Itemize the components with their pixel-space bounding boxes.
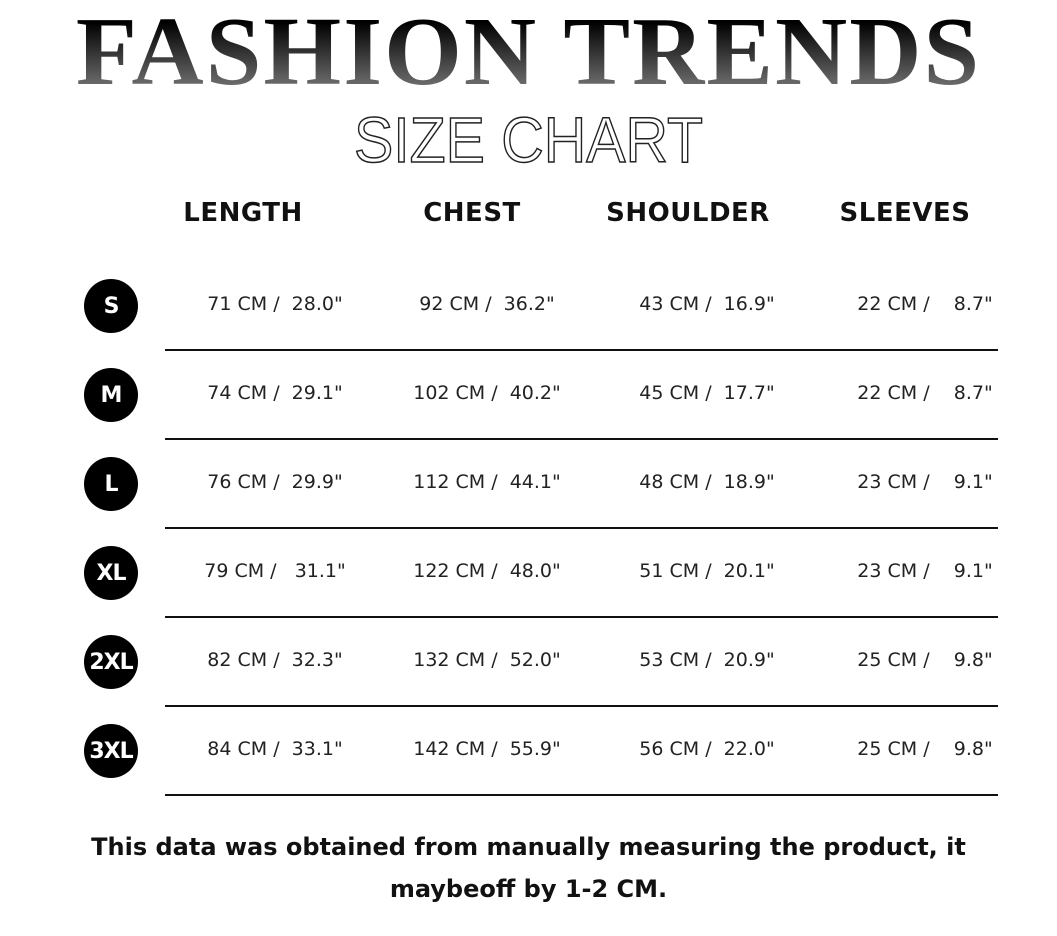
size-badge: S	[84, 279, 138, 333]
header-sleeves: SLEEVES	[839, 198, 971, 228]
size-badge: XL	[84, 546, 138, 600]
table-row: M 74 CM / 29.1" 102 CM / 40.2" 45 CM / 17.7…	[0, 350, 1057, 440]
table-cell: 23 CM / 9.1"	[857, 471, 993, 493]
table-cell: 22 CM / 8.7"	[857, 382, 993, 404]
size-badge: L	[84, 457, 138, 511]
table-cell: 51 CM / 20.1"	[639, 560, 775, 582]
row-divider	[165, 349, 998, 351]
size-badge: M	[84, 368, 138, 422]
table-cell: 142 CM / 55.9"	[413, 738, 561, 760]
table-cell: 122 CM / 48.0"	[413, 560, 561, 582]
table-cell: 25 CM / 9.8"	[857, 649, 993, 671]
table-cell: 53 CM / 20.9"	[639, 649, 775, 671]
table-row: 3XL 84 CM / 33.1" 142 CM / 55.9" 56 CM / 22…	[0, 706, 1057, 796]
table-cell: 56 CM / 22.0"	[639, 738, 775, 760]
table-cell: 48 CM / 18.9"	[639, 471, 775, 493]
table-row: S 71 CM / 28.0" 92 CM / 36.2" 43 CM / 16.9"…	[0, 261, 1057, 351]
header-length: LENGTH	[183, 198, 303, 228]
brand-title: FASHION TRENDS	[0, 2, 1057, 102]
row-divider	[165, 616, 998, 618]
table-cell: 132 CM / 52.0"	[413, 649, 561, 671]
table-cell: 71 CM / 28.0"	[207, 293, 343, 315]
table-cell: 43 CM / 16.9"	[639, 293, 775, 315]
table-cell: 74 CM / 29.1"	[207, 382, 343, 404]
row-divider	[165, 705, 998, 707]
size-badge: 2XL	[84, 635, 138, 689]
table-row: 2XL 82 CM / 32.3" 132 CM / 52.0" 53 CM / 20…	[0, 617, 1057, 707]
table-cell: 45 CM / 17.7"	[639, 382, 775, 404]
table-row: L 76 CM / 29.9" 112 CM / 44.1" 48 CM / 18.9…	[0, 439, 1057, 529]
table-cell: 25 CM / 9.8"	[857, 738, 993, 760]
table-row: XL 79 CM / 31.1" 122 CM / 48.0" 51 CM / 20.…	[0, 528, 1057, 618]
row-divider	[165, 794, 998, 796]
header-shoulder: SHOULDER	[606, 198, 770, 228]
size-chart-subtitle: SIZE CHART	[353, 104, 703, 176]
header-chest: CHEST	[423, 198, 521, 228]
table-cell: 23 CM / 9.1"	[857, 560, 993, 582]
table-cell: 84 CM / 33.1"	[207, 738, 343, 760]
row-divider	[165, 527, 998, 529]
table-cell: 76 CM / 29.9"	[207, 471, 343, 493]
table-cell: 82 CM / 32.3"	[207, 649, 343, 671]
row-divider	[165, 438, 998, 440]
table-cell: 22 CM / 8.7"	[857, 293, 993, 315]
size-badge: 3XL	[84, 724, 138, 778]
measurement-note: This data was obtained from manually mea…	[91, 833, 966, 903]
table-cell: 79 CM / 31.1"	[204, 560, 346, 582]
table-cell: 102 CM / 40.2"	[413, 382, 561, 404]
table-cell: 112 CM / 44.1"	[413, 471, 561, 493]
table-cell: 92 CM / 36.2"	[419, 293, 555, 315]
